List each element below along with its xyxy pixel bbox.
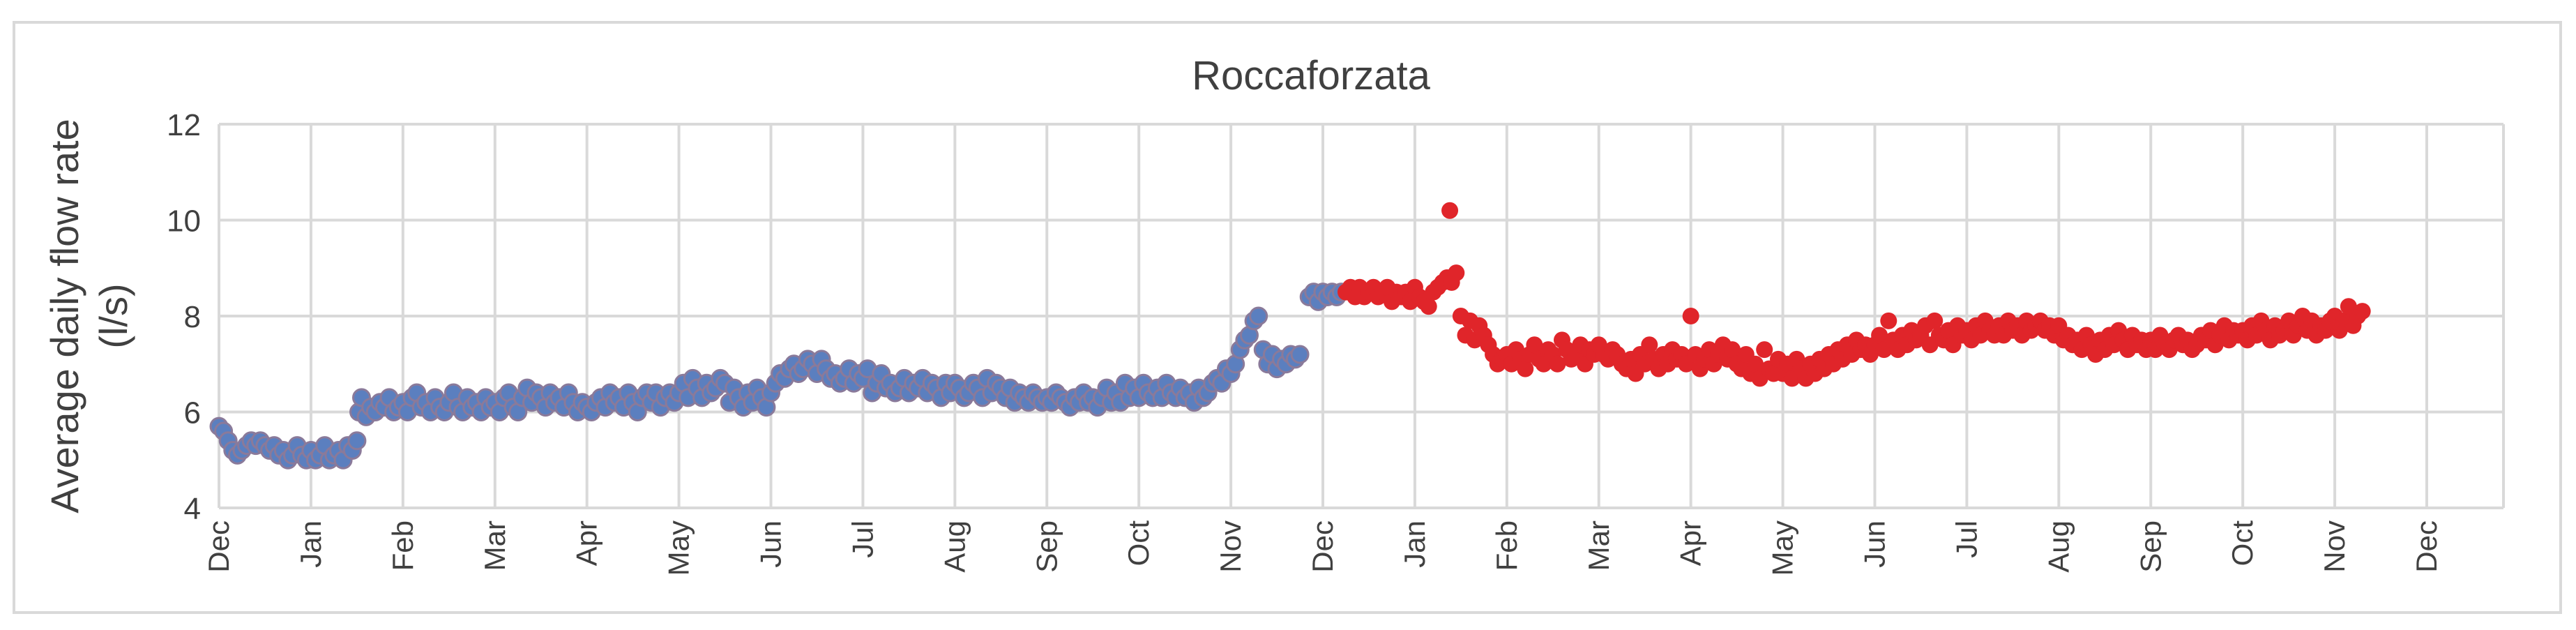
x-tick-label: Aug (938, 520, 971, 573)
x-tick-label: Jan (294, 520, 327, 568)
data-point (1290, 345, 1310, 364)
y-tick-label: 8 (184, 300, 201, 334)
series-1-points (209, 283, 1351, 470)
data-point (1441, 202, 1459, 219)
x-tick-label: Aug (2042, 520, 2075, 573)
x-tick-label: Jul (846, 520, 879, 558)
x-tick-label: Jul (1950, 520, 1983, 558)
data-point (1420, 298, 1437, 315)
data-point (1880, 312, 1897, 329)
y-tick-label: 4 (184, 492, 201, 526)
x-tick-label: Dec (1306, 520, 1339, 573)
data-point (347, 431, 367, 451)
grid-lines (218, 123, 2505, 509)
y-tick-label: 10 (167, 204, 201, 239)
x-tick-label: Apr (570, 520, 603, 566)
data-point (1871, 327, 1888, 344)
x-tick-label: Feb (1490, 520, 1523, 571)
y-axis-label: Average daily flow rate (l/s) (43, 119, 135, 513)
x-tick-label: Nov (1214, 520, 1247, 573)
chart-title: Roccaforzata (1192, 53, 1430, 98)
x-tick-label: May (1766, 520, 1799, 576)
x-tick-label: Apr (1674, 520, 1707, 566)
data-point (1756, 341, 1773, 359)
x-tick-labels: Dec Jan Feb Mar Apr May Jun Jul Aug Sep Oct Nov Dec J… (202, 520, 2443, 576)
data-point (1249, 306, 1268, 326)
data-point (1747, 355, 1764, 373)
data-point (1926, 312, 1944, 329)
x-tick-label: Sep (1030, 520, 1063, 573)
data-point (1641, 336, 1658, 354)
x-tick-label: Mar (1582, 520, 1615, 571)
data-point (2354, 303, 2371, 320)
x-tick-label: Nov (2318, 520, 2351, 573)
x-tick-label: Jan (1398, 520, 1431, 568)
y-tick-label: 6 (184, 396, 201, 430)
x-tick-label: Dec (202, 520, 235, 573)
series-2-points (1337, 202, 2371, 387)
x-tick-label: Feb (386, 520, 419, 571)
data-point (1724, 341, 1741, 359)
data-point (1549, 355, 1566, 373)
x-tick-label: Jun (1858, 520, 1891, 568)
x-tick-label: Dec (2410, 520, 2443, 573)
x-tick-label: Jun (755, 520, 787, 568)
x-tick-label: May (662, 520, 695, 576)
data-point (1526, 336, 1543, 354)
x-tick-label: Oct (2226, 520, 2259, 567)
x-tick-label: Oct (1122, 520, 1155, 567)
data-point (1448, 264, 1465, 282)
y-axis-label-line: Average daily flow rate (43, 119, 86, 513)
data-point (1682, 308, 1699, 324)
x-tick-label: Mar (478, 520, 511, 571)
data-point (1517, 360, 1534, 377)
x-tick-label: Sep (2134, 520, 2167, 573)
y-tick-label: 12 (167, 108, 201, 142)
y-tick-labels: 4 6 8 10 12 (167, 108, 201, 526)
y-axis-label-line: (l/s) (91, 283, 135, 348)
